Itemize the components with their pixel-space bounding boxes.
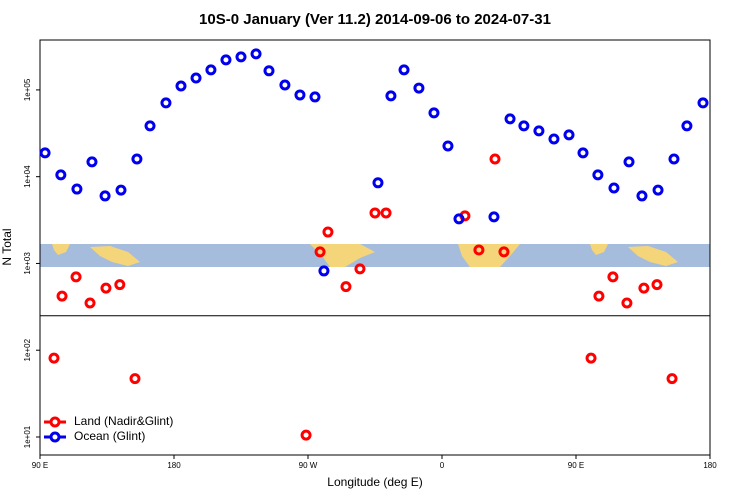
- point: [504, 113, 516, 125]
- point: [533, 125, 545, 137]
- point: [623, 156, 635, 168]
- world-map: [40, 244, 710, 267]
- y-tick-label: 1e+04: [23, 165, 32, 188]
- x-tick-label: 180: [703, 461, 717, 470]
- y-tick-label: 1e+05: [23, 78, 32, 101]
- point: [84, 297, 96, 309]
- point: [129, 373, 141, 385]
- legend-label: Land (Nadir&Glint): [74, 414, 173, 428]
- point: [385, 90, 397, 102]
- point: [577, 147, 589, 159]
- point: [681, 120, 693, 132]
- y-tick-label: 1e+01: [23, 425, 32, 448]
- point: [651, 279, 663, 291]
- point: [55, 169, 67, 181]
- x-tick-label: 0: [440, 461, 445, 470]
- point: [488, 211, 500, 223]
- point: [70, 271, 82, 283]
- point: [442, 140, 454, 152]
- point: [131, 153, 143, 165]
- point: [86, 156, 98, 168]
- point: [380, 207, 392, 219]
- point: [340, 281, 352, 293]
- point: [250, 48, 262, 60]
- point: [115, 184, 127, 196]
- point: [114, 279, 126, 291]
- point: [498, 246, 510, 258]
- point: [309, 91, 321, 103]
- point: [190, 72, 202, 84]
- point: [592, 169, 604, 181]
- point: [473, 244, 485, 256]
- point: [585, 352, 597, 364]
- point: [668, 153, 680, 165]
- point: [666, 373, 678, 385]
- point: [428, 107, 440, 119]
- x-tick-label: 90 W: [299, 461, 318, 470]
- point: [548, 133, 560, 145]
- point: [489, 153, 501, 165]
- point: [607, 271, 619, 283]
- point: [593, 290, 605, 302]
- y-tick-label: 1e+02: [23, 338, 32, 361]
- point: [314, 246, 326, 258]
- point: [300, 429, 312, 441]
- point: [697, 97, 709, 109]
- point: [652, 184, 664, 196]
- point: [144, 120, 156, 132]
- legend-label: Ocean (Glint): [74, 429, 145, 443]
- legend-marker: [49, 431, 61, 443]
- point: [369, 207, 381, 219]
- chart-title: 10S-0 January (Ver 11.2) 2014-09-06 to 2…: [199, 11, 551, 28]
- point: [235, 51, 247, 63]
- point: [563, 129, 575, 141]
- plot-frame: [39, 39, 711, 456]
- point: [56, 290, 68, 302]
- point: [175, 80, 187, 92]
- point: [638, 282, 650, 294]
- point: [99, 190, 111, 202]
- point: [71, 183, 83, 195]
- point: [294, 89, 306, 101]
- y-tick-label: 1e+03: [23, 252, 32, 275]
- point: [398, 64, 410, 76]
- point: [413, 82, 425, 94]
- point: [318, 265, 330, 277]
- x-tick-label: 90 E: [32, 461, 48, 470]
- x-tick-label: 90 E: [568, 461, 584, 470]
- point: [220, 54, 232, 66]
- point: [608, 182, 620, 194]
- x-tick-label: 180: [167, 461, 181, 470]
- point: [518, 120, 530, 132]
- y-axis-label: N Total: [0, 228, 14, 265]
- point: [160, 97, 172, 109]
- point: [372, 177, 384, 189]
- point: [354, 263, 366, 275]
- point: [322, 226, 334, 238]
- point: [453, 213, 465, 225]
- point: [621, 297, 633, 309]
- point: [39, 147, 51, 159]
- point: [636, 190, 648, 202]
- point: [205, 64, 217, 76]
- point: [48, 352, 60, 364]
- point: [100, 282, 112, 294]
- legend-marker: [49, 416, 61, 428]
- point: [279, 79, 291, 91]
- point: [263, 65, 275, 77]
- x-axis-label: Longitude (deg E): [327, 475, 422, 489]
